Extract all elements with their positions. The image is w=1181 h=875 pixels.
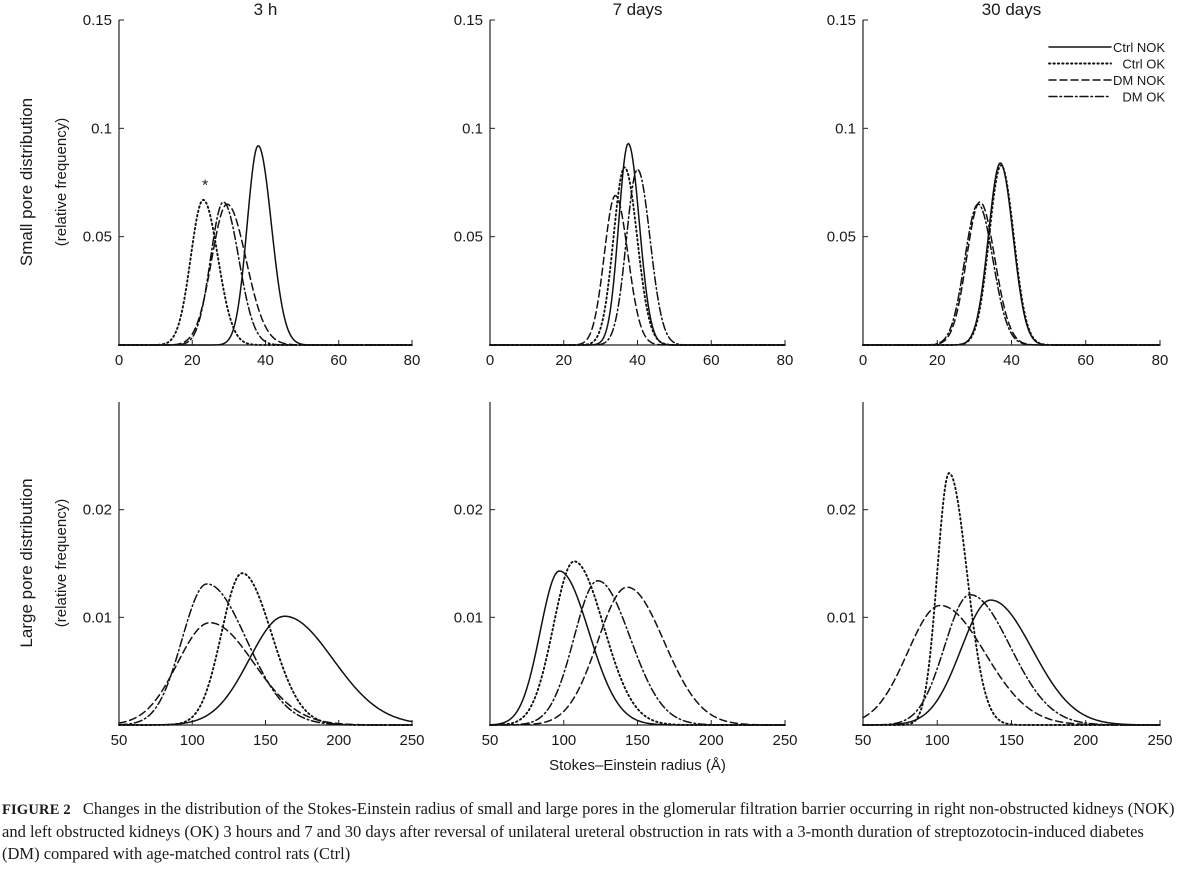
series-line-dm-ok [489,579,786,726]
series-line-dm-ok [862,203,1161,346]
x-tick-label: 50 [482,732,499,749]
y-axis-sublabel: (relative frequency) [53,118,70,246]
series-line-ctrl-ok [118,198,413,346]
panel-small-7d: 0 20 40 60 80 0.05 0.1 0.15 7 days [454,0,794,369]
legend-entry-label: DM OK [1122,90,1165,105]
y-axis-sublabel: (relative frequency) [53,499,70,627]
x-tick-label: 40 [629,352,646,369]
panel-large-30d: 50 100 150 200 250 0.01 0.02 [827,402,1173,749]
y-tick-label: 0.05 [83,229,112,246]
series-line-ctrl-nok [489,570,786,726]
row-label-large-pore: Large pore distribution (relative frequen… [17,478,70,647]
series-line-dm-nok [489,194,786,346]
series-line-ctrl-ok [862,164,1161,346]
y-tick-label: 0.1 [462,120,483,137]
y-tick-label: 0.15 [454,12,483,29]
x-tick-label: 40 [257,352,274,369]
y-axis-label: Small pore distribution [17,98,36,266]
panel-title: 30 days [982,0,1042,19]
legend-entry-label: Ctrl NOK [1113,40,1165,55]
y-tick-label: 0.02 [454,502,483,519]
x-tick-label: 200 [326,732,351,749]
x-tick-label: 50 [111,732,128,749]
y-tick-label: 0.01 [454,609,483,626]
x-tick-label: 150 [625,732,650,749]
x-tick-label: 80 [777,352,794,369]
x-tick-label: 20 [929,352,946,369]
x-tick-label: 20 [555,352,572,369]
series-line-ctrl-ok [862,472,1161,726]
x-tick-label: 150 [999,732,1024,749]
x-tick-label: 50 [855,732,872,749]
x-tick-label: 0 [859,352,867,369]
x-tick-label: 250 [399,732,424,749]
series-line-ctrl-nok [118,615,413,726]
x-tick-label: 150 [253,732,278,749]
panel-title: 7 days [612,0,662,19]
series-line-ctrl-ok [118,572,413,726]
series-line-ctrl-nok [118,145,413,346]
y-tick-label: 0.1 [91,120,112,137]
x-tick-label: 250 [772,732,797,749]
series-line-ctrl-nok [862,162,1161,346]
y-tick-label: 0.15 [827,12,856,29]
x-tick-label: 40 [1003,352,1020,369]
x-axis-label: Stokes–Einstein radius (Å) [549,757,726,774]
y-tick-label: 0.05 [454,229,483,246]
series-line-dm-ok [862,593,1161,726]
row-label-small-pore: Small pore distribution (relative frequen… [17,98,70,266]
x-tick-label: 0 [115,352,123,369]
x-tick-label: 20 [184,352,201,369]
caption-label: FIGURE 2 [2,802,71,818]
series-line-ctrl-nok [862,599,1161,726]
series-line-ctrl-ok [489,560,786,726]
x-tick-label: 200 [1073,732,1098,749]
series-line-dm-nok [118,621,413,726]
caption-text: Changes in the distribution of the Stoke… [2,799,1175,863]
figure-caption: FIGURE 2 Changes in the distribution of t… [2,798,1180,865]
legend-entry-label: Ctrl OK [1122,57,1165,72]
panel-title: 3 h [254,0,278,19]
x-tick-label: 60 [330,352,347,369]
x-tick-label: 100 [551,732,576,749]
y-tick-label: 0.01 [827,609,856,626]
series-line-dm-nok [862,604,1161,726]
y-tick-label: 0.02 [827,502,856,519]
panel-large-3h: 50 100 150 200 250 0.01 0.02 [83,402,425,749]
panel-small-3h: 0 20 40 60 80 0.05 0.1 0.15 3 h * [83,0,421,369]
y-axis-label: Large pore distribution [17,478,36,647]
legend-entry-label: DM NOK [1113,73,1165,88]
series-line-dm-nok [118,203,413,346]
series-line-dm-ok [118,583,413,726]
y-tick-label: 0.05 [827,229,856,246]
y-tick-label: 0.02 [83,502,112,519]
x-tick-label: 60 [703,352,720,369]
series-line-ctrl-ok [489,166,786,346]
series-line-dm-ok [489,168,786,346]
x-tick-label: 80 [404,352,421,369]
panel-large-7d: 50 100 150 200 250 0.01 0.02 Stokes–Einstein ra… [454,402,798,774]
x-tick-label: 80 [1152,352,1169,369]
x-tick-label: 100 [925,732,950,749]
x-tick-label: 250 [1147,732,1172,749]
x-tick-label: 100 [180,732,205,749]
series-line-dm-nok [489,586,786,726]
panel-small-30d: 0 20 40 60 80 0.05 0.1 0.15 30 days [827,0,1169,369]
y-tick-label: 0.1 [835,120,856,137]
y-tick-label: 0.01 [83,609,112,626]
series-line-dm-ok [118,201,413,346]
x-tick-label: 200 [699,732,724,749]
y-tick-label: 0.15 [83,12,112,29]
x-tick-label: 60 [1077,352,1094,369]
significance-asterisk: * [202,177,208,194]
x-tick-label: 0 [486,352,494,369]
